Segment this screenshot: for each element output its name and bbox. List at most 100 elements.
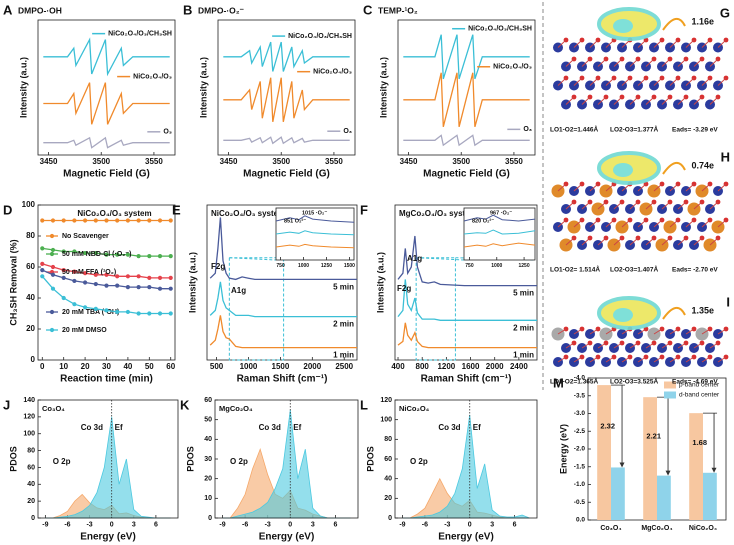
y-tick-label: 40 (27, 481, 35, 488)
y-tick-label: 0 (31, 515, 35, 522)
y-tick-label: -1.0 (574, 481, 586, 488)
bond (685, 77, 695, 86)
bond (717, 219, 727, 228)
bond (557, 183, 567, 192)
bond (709, 237, 719, 246)
bond (557, 219, 567, 228)
bond (573, 328, 583, 335)
marker (125, 252, 131, 257)
x-tick-label: 6 (513, 521, 517, 528)
inset-annotation: 1015 ·O₂⁻ (302, 210, 327, 216)
x-tick-label: 3500 (92, 157, 110, 166)
marker (136, 274, 141, 279)
x-tick-label: Co₃O₄ (600, 525, 621, 532)
legend-marker (49, 251, 55, 257)
marker (93, 272, 98, 277)
series-line (43, 82, 170, 125)
y-axis-label: Energy (eV) (558, 424, 568, 474)
marker (72, 269, 77, 274)
bond (573, 183, 583, 192)
bond (653, 356, 663, 363)
chart-title: DMPO-·OH (18, 5, 62, 15)
peak-annotation: A1g (231, 286, 246, 295)
marker (93, 250, 98, 256)
panel-letter: M (553, 375, 564, 390)
legend-label: d-band center (679, 392, 720, 399)
bond (565, 96, 575, 105)
bar (657, 475, 671, 520)
plot-frame (37, 399, 179, 519)
series-label: NiCo₂O₄/O₃ (313, 69, 352, 76)
marker (104, 252, 109, 257)
plot-frame (394, 204, 538, 361)
marker (40, 218, 45, 223)
bond (589, 39, 599, 48)
marker (50, 272, 56, 277)
series-label: 1 min (513, 351, 534, 360)
marker (168, 311, 173, 316)
marker (115, 309, 120, 315)
panel-letter: E (172, 202, 181, 217)
series-label: O 2p (410, 457, 428, 466)
chart-title: DMPO-·O₂⁻ (198, 5, 245, 15)
bond (589, 356, 599, 363)
panel-letter: L (360, 397, 368, 412)
y-tick-label: 40 (26, 293, 35, 302)
panel-letter: B (183, 2, 192, 17)
bond (701, 328, 711, 335)
panel-letter: G (720, 5, 730, 20)
series-label: O 2p (53, 457, 71, 466)
bond (701, 219, 711, 228)
gap-label: 2.21 (646, 431, 661, 440)
transfer-arrow (662, 307, 686, 320)
marker (147, 218, 152, 223)
y-tick-label: 60 (27, 464, 35, 471)
y-tick-label: -1.5 (574, 463, 586, 470)
plot-frame (397, 19, 536, 156)
bond (573, 356, 583, 363)
x-tick-label: 1200 (437, 362, 455, 371)
y-tick-label: 20 (384, 495, 392, 502)
chart-title: NiCo₂O₄/O₃ system (211, 209, 285, 218)
x-tick-label: 1250 (321, 263, 332, 269)
x-tick-label: -3 (86, 521, 92, 528)
bond (573, 77, 583, 86)
bond (645, 96, 655, 105)
bond (669, 183, 679, 192)
y-tick-label: -3.0 (574, 410, 586, 417)
marker (82, 218, 88, 223)
legend-swatch (664, 381, 676, 389)
zoom-link (229, 257, 277, 261)
bond (621, 77, 631, 86)
marker (147, 311, 152, 316)
marker (104, 308, 109, 313)
arrow-head (665, 470, 671, 476)
series-label: Co 3d (438, 423, 460, 432)
panel-letter: A (3, 2, 13, 17)
series-line (403, 34, 530, 80)
bond (613, 58, 623, 67)
bond (621, 183, 631, 192)
bond (661, 201, 671, 210)
bond (613, 96, 623, 105)
bond (605, 183, 615, 192)
metric: Eads= -2.70 eV (672, 267, 718, 274)
panel-letter: I (726, 294, 730, 309)
x-tick-label: 20 (81, 362, 90, 371)
y-tick-label: -3.5 (574, 392, 586, 399)
charge-density (613, 308, 633, 322)
inset-line (463, 229, 536, 235)
series-line (43, 136, 170, 149)
inset-line (275, 215, 355, 223)
bond (557, 77, 567, 86)
x-tick-label: 40 (123, 362, 132, 371)
marker (136, 311, 141, 316)
bond (557, 356, 567, 363)
series-label: Co 3d (81, 423, 103, 432)
y-tick-label: 0.0 (576, 517, 585, 524)
series-line (223, 41, 350, 72)
bond (709, 342, 719, 349)
marker (40, 274, 45, 279)
plot-frame (37, 19, 176, 156)
panel-letter: J (3, 397, 10, 412)
